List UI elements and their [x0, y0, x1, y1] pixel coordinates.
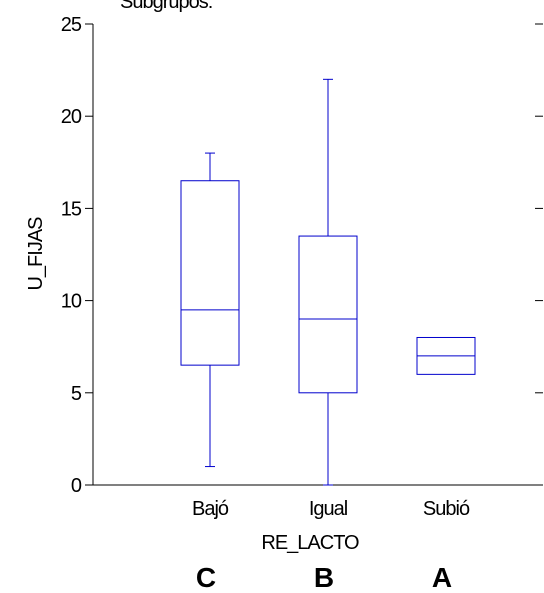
x-axis-title: RE_LACTO [261, 532, 359, 554]
box-1 [180, 152, 240, 468]
y-tick-label: 5 [71, 383, 82, 405]
y-axis-ticks: 0 5 10 15 20 25 [61, 14, 543, 497]
iqr-box [180, 180, 240, 366]
chart-title: Subgrupos: [120, 0, 212, 13]
box-2 [298, 78, 358, 486]
x-tick-label: Bajó [192, 498, 229, 520]
group-letter: A [432, 562, 452, 593]
y-tick-label: 25 [61, 14, 82, 36]
y-tick-label: 10 [61, 291, 82, 313]
y-tick-label: 15 [61, 198, 82, 220]
box-3 [416, 336, 476, 375]
y-tick-label: 20 [61, 106, 82, 128]
x-tick-label: Subió [423, 498, 470, 520]
y-axis-title: U_FIJAS [25, 217, 47, 291]
box-series [180, 78, 476, 486]
group-letter: C [196, 562, 216, 593]
plot-axes [92, 24, 543, 486]
group-letter: B [314, 562, 334, 593]
y-tick-label: 0 [71, 475, 82, 497]
x-axis-tick-labels: Bajó Igual Subió [192, 498, 471, 520]
iqr-box [298, 235, 358, 394]
x-tick-label: Igual [309, 498, 348, 520]
